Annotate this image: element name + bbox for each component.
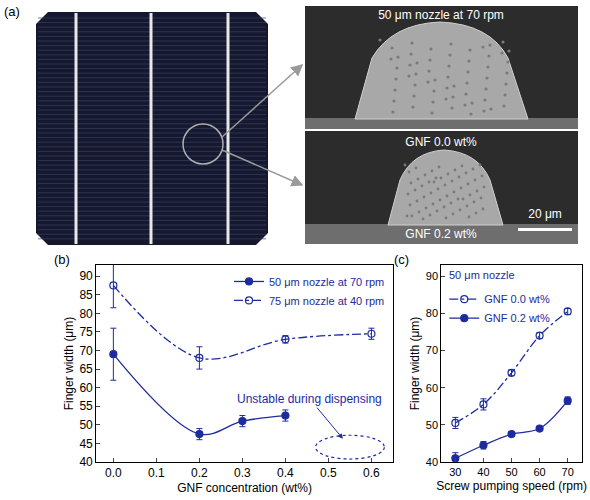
svg-text:Finger width (μm): Finger width (μm) [408,317,422,411]
svg-text:55: 55 [79,399,93,413]
svg-text:0.4: 0.4 [277,466,294,480]
svg-text:50 μm nozzle: 50 μm nozzle [449,269,515,281]
svg-text:75: 75 [79,325,93,339]
svg-text:85: 85 [79,288,93,302]
svg-text:90: 90 [426,270,438,282]
svg-text:70: 70 [426,344,438,356]
svg-text:GNF 0.2 wt%: GNF 0.2 wt% [405,227,477,241]
svg-text:0.3: 0.3 [234,466,251,480]
svg-text:(a): (a) [4,4,20,19]
svg-text:50 μm nozzle at 70 rpm: 50 μm nozzle at 70 rpm [269,276,384,288]
svg-text:65: 65 [79,362,93,376]
svg-text:60: 60 [533,466,545,478]
svg-text:Screw pumping speed (rpm): Screw pumping speed (rpm) [436,479,587,493]
svg-text:80: 80 [426,307,438,319]
svg-text:50 μm nozzle at 70 rpm: 50 μm nozzle at 70 rpm [378,8,504,22]
svg-text:GNF 0.2 wt%: GNF 0.2 wt% [484,312,550,324]
svg-text:50: 50 [79,418,93,432]
svg-text:70: 70 [79,344,93,358]
svg-text:(b): (b) [54,252,70,267]
svg-text:Finger width (μm): Finger width (μm) [62,317,76,411]
svg-text:40: 40 [79,455,93,469]
svg-text:GNF 0.0 wt%: GNF 0.0 wt% [484,293,550,305]
svg-text:20 μm: 20 μm [528,207,562,221]
svg-text:0.5: 0.5 [320,466,337,480]
svg-text:(c): (c) [394,252,409,267]
svg-text:Unstable during dispensing: Unstable during dispensing [237,392,382,406]
svg-text:40: 40 [477,466,489,478]
svg-text:75 μm nozzle at 40 rpm: 75 μm nozzle at 40 rpm [269,295,384,307]
svg-text:0.0: 0.0 [105,466,122,480]
svg-text:0.1: 0.1 [148,466,165,480]
svg-text:80: 80 [79,307,93,321]
svg-text:50: 50 [426,419,438,431]
svg-text:GNF 0.0 wt%: GNF 0.0 wt% [405,135,477,149]
svg-text:GNF concentration (wt%): GNF concentration (wt%) [177,481,312,495]
svg-text:70: 70 [562,466,574,478]
svg-text:0.6: 0.6 [363,466,380,480]
svg-text:40: 40 [426,456,438,468]
svg-text:30: 30 [449,466,461,478]
svg-text:45: 45 [79,437,93,451]
svg-text:60: 60 [79,381,93,395]
svg-text:0.2: 0.2 [191,466,208,480]
svg-text:50: 50 [505,466,517,478]
svg-text:60: 60 [426,382,438,394]
svg-text:90: 90 [79,269,93,283]
